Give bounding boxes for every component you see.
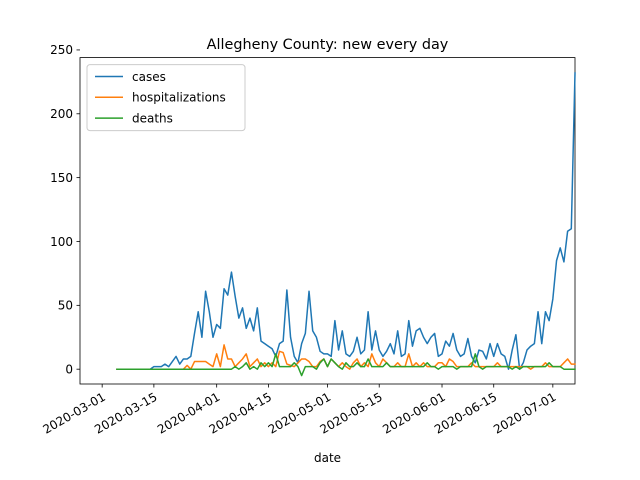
series-layer	[116, 72, 576, 377]
y-tick-label: 100	[50, 235, 73, 249]
y-tick-label: 150	[50, 171, 73, 185]
x-axis: 2020-03-012020-03-152020-04-012020-04-15…	[40, 384, 559, 437]
series-line-cases	[116, 72, 576, 370]
legend-label-hospitalizations: hospitalizations	[132, 91, 226, 105]
y-tick-label: 250	[50, 43, 73, 57]
series-line-deaths	[116, 353, 576, 377]
y-tick-label: 200	[50, 107, 73, 121]
legend-frame	[86, 64, 246, 132]
legend-label-deaths: deaths	[132, 111, 173, 125]
y-tick-label: 0	[65, 362, 73, 376]
y-axis: 0 50 100 150 200 250	[50, 43, 80, 376]
legend-label-cases: cases	[132, 70, 166, 84]
series-line-hospitalizations	[116, 344, 576, 370]
chart-title: Allegheny County: new every day	[207, 37, 449, 53]
y-tick-label: 50	[58, 299, 73, 313]
legend: cases hospitalizations deaths	[86, 64, 246, 132]
x-axis-label: date	[314, 451, 341, 465]
x-tick-label: 2020-07-01	[491, 390, 558, 437]
